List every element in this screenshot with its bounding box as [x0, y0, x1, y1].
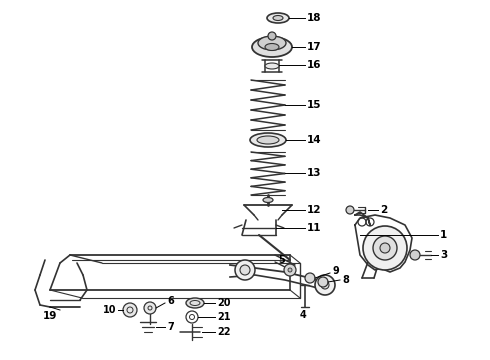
- Circle shape: [315, 275, 335, 295]
- Text: 10: 10: [102, 305, 116, 315]
- Text: 13: 13: [307, 168, 321, 178]
- Circle shape: [305, 273, 315, 283]
- Circle shape: [346, 206, 354, 214]
- Text: 6: 6: [167, 296, 174, 306]
- Ellipse shape: [265, 63, 279, 69]
- Text: 7: 7: [167, 322, 174, 332]
- Text: 8: 8: [342, 275, 349, 285]
- Circle shape: [318, 277, 328, 287]
- Circle shape: [321, 281, 329, 289]
- Circle shape: [410, 250, 420, 260]
- Text: 4: 4: [299, 310, 306, 320]
- Text: 16: 16: [307, 60, 321, 70]
- Circle shape: [363, 226, 407, 270]
- Circle shape: [144, 302, 156, 314]
- Ellipse shape: [252, 37, 292, 57]
- Text: 2: 2: [380, 205, 387, 215]
- Circle shape: [373, 236, 397, 260]
- Text: 9: 9: [332, 266, 339, 276]
- Ellipse shape: [257, 136, 279, 144]
- Circle shape: [268, 32, 276, 40]
- Text: 18: 18: [307, 13, 321, 23]
- Text: 11: 11: [307, 223, 321, 233]
- Circle shape: [380, 243, 390, 253]
- Ellipse shape: [250, 133, 286, 147]
- Circle shape: [288, 268, 292, 272]
- Text: 12: 12: [307, 205, 321, 215]
- Ellipse shape: [186, 298, 204, 308]
- Circle shape: [240, 265, 250, 275]
- Ellipse shape: [273, 15, 283, 21]
- Text: 1: 1: [440, 230, 447, 240]
- Text: 5: 5: [279, 255, 285, 265]
- Circle shape: [123, 303, 137, 317]
- Text: 20: 20: [217, 298, 230, 308]
- Text: 15: 15: [307, 100, 321, 110]
- Ellipse shape: [267, 13, 289, 23]
- Text: 17: 17: [307, 42, 321, 52]
- Circle shape: [284, 264, 296, 276]
- Circle shape: [235, 260, 255, 280]
- Ellipse shape: [265, 44, 279, 50]
- Text: 21: 21: [217, 312, 230, 322]
- Ellipse shape: [258, 36, 286, 50]
- Text: 22: 22: [217, 327, 230, 337]
- Text: 19: 19: [43, 311, 57, 321]
- Text: 3: 3: [440, 250, 447, 260]
- Ellipse shape: [263, 198, 273, 202]
- Text: 14: 14: [307, 135, 321, 145]
